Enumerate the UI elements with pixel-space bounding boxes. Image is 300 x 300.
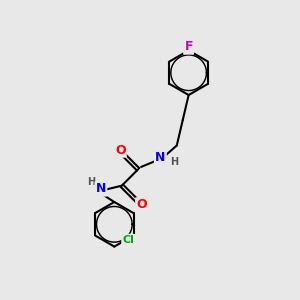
Text: F: F [184, 40, 193, 53]
Text: H: H [170, 158, 178, 167]
Text: H: H [87, 177, 95, 187]
Text: N: N [155, 151, 166, 164]
Text: N: N [96, 182, 106, 195]
Text: O: O [115, 143, 126, 157]
Text: Cl: Cl [122, 235, 134, 245]
Text: O: O [136, 199, 147, 212]
